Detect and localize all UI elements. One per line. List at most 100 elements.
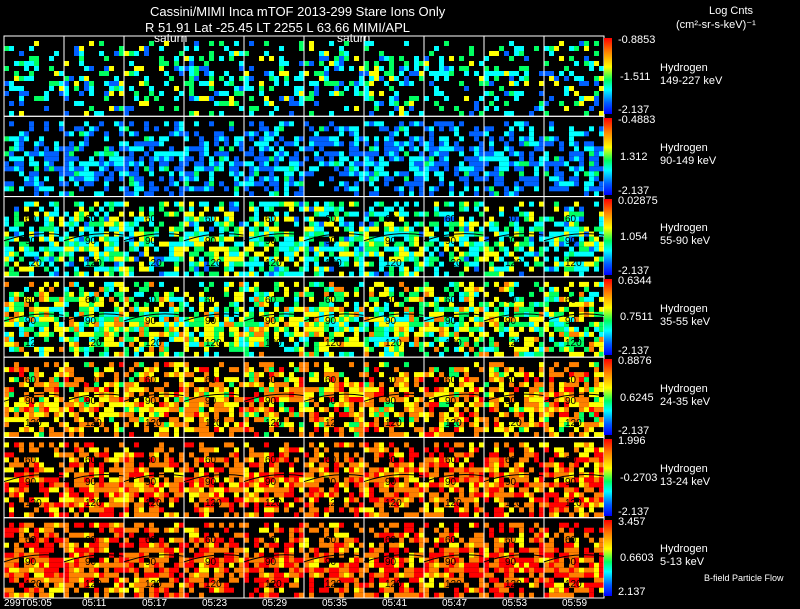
heatmap-cell	[174, 296, 179, 302]
heatmap-cell	[129, 156, 134, 162]
heatmap-cell	[29, 477, 34, 483]
heatmap-cell	[154, 397, 159, 403]
heatmap-cell	[354, 191, 359, 197]
heatmap-cell	[24, 512, 29, 518]
heatmap-cell	[149, 256, 154, 262]
heatmap-cell	[129, 412, 134, 418]
heatmap-cell	[374, 427, 379, 433]
heatmap-cell	[489, 91, 494, 96]
heatmap-cell	[104, 382, 109, 388]
heatmap-cell	[399, 261, 404, 267]
heatmap-cell	[39, 487, 44, 493]
field-line	[3, 393, 65, 402]
heatmap-cell	[524, 372, 529, 378]
heatmap-cell	[264, 141, 269, 147]
heatmap-cell	[409, 251, 414, 257]
heatmap-cell	[79, 206, 84, 212]
heatmap-cell	[49, 432, 54, 438]
heatmap-cell	[509, 216, 514, 222]
heatmap-cell	[539, 261, 544, 267]
heatmap-cell	[184, 216, 189, 222]
heatmap-cell	[479, 387, 484, 393]
heatmap-cell	[384, 291, 389, 297]
heatmap-cell	[564, 286, 569, 292]
heatmap-cell	[339, 216, 344, 222]
heatmap-cell	[24, 457, 29, 463]
heatmap-cell	[304, 206, 309, 212]
heatmap-cell	[594, 412, 599, 418]
heatmap-cell	[19, 186, 24, 192]
heatmap-cell	[409, 186, 414, 192]
heatmap-cell	[274, 306, 279, 312]
heatmap-cell	[394, 321, 399, 327]
heatmap-cell	[449, 291, 454, 297]
heatmap-cell	[484, 236, 489, 242]
heatmap-cell	[359, 171, 364, 177]
heatmap-cell	[149, 236, 154, 242]
heatmap-cell	[144, 246, 149, 252]
heatmap-cell	[219, 256, 224, 262]
heatmap-cell	[129, 377, 134, 383]
heatmap-cell	[284, 76, 289, 81]
heatmap-cell	[339, 432, 344, 438]
heatmap-cell	[384, 341, 389, 347]
heatmap-cell	[109, 176, 114, 182]
heatmap-cell	[199, 316, 204, 322]
heatmap-cell	[189, 306, 194, 312]
heatmap-cell	[419, 151, 424, 157]
heatmap-cell	[359, 231, 364, 237]
heatmap-cell	[494, 226, 499, 232]
heatmap-cell	[339, 156, 344, 162]
heatmap-cell	[554, 266, 559, 272]
heatmap-cell	[269, 131, 274, 137]
heatmap-cell	[304, 61, 309, 66]
heatmap-cell	[49, 66, 54, 71]
heatmap-cell	[94, 367, 99, 373]
heatmap-cell	[139, 377, 144, 383]
heatmap-cell	[249, 96, 254, 101]
heatmap-cell	[74, 392, 79, 398]
heatmap-cell	[179, 372, 184, 378]
heatmap-cell	[164, 407, 169, 413]
heatmap-cell	[224, 236, 229, 242]
heatmap-cell	[479, 161, 484, 167]
heatmap-cell	[579, 377, 584, 383]
heatmap-cell	[564, 91, 569, 96]
heatmap-cell	[309, 221, 314, 227]
heatmap-cell	[404, 181, 409, 187]
heatmap-cell	[84, 76, 89, 81]
heatmap-cell	[294, 141, 299, 147]
heatmap-cell	[49, 286, 54, 292]
heatmap-cell	[9, 46, 14, 51]
heatmap-cell	[399, 141, 404, 147]
heatmap-cell	[434, 392, 439, 398]
heatmap-cell	[324, 362, 329, 368]
heatmap-cell	[419, 372, 424, 378]
heatmap-cell	[24, 76, 29, 81]
heatmap-cell	[489, 71, 494, 76]
heatmap-cell	[379, 161, 384, 167]
heatmap-cell	[344, 291, 349, 297]
heatmap-cell	[329, 236, 334, 242]
heatmap-cell	[334, 141, 339, 147]
heatmap-cell	[389, 286, 394, 292]
heatmap-cell	[264, 397, 269, 403]
heatmap-cell	[459, 367, 464, 373]
heatmap-cell	[199, 417, 204, 423]
heatmap-cell	[34, 161, 39, 167]
heatmap-cell	[294, 412, 299, 418]
heatmap-cell	[549, 141, 554, 147]
heatmap-cell	[514, 296, 519, 302]
heatmap-cell	[79, 236, 84, 242]
heatmap-cell	[94, 321, 99, 327]
heatmap-cell	[144, 387, 149, 393]
heatmap-cell	[274, 76, 279, 81]
heatmap-cell	[14, 226, 19, 232]
heatmap-cell	[199, 81, 204, 86]
heatmap-cell	[69, 382, 74, 388]
heatmap-cell	[159, 206, 164, 212]
heatmap-cell	[414, 211, 419, 217]
heatmap-cell	[149, 367, 154, 373]
heatmap-cell	[284, 251, 289, 257]
heatmap-cell	[454, 281, 459, 287]
